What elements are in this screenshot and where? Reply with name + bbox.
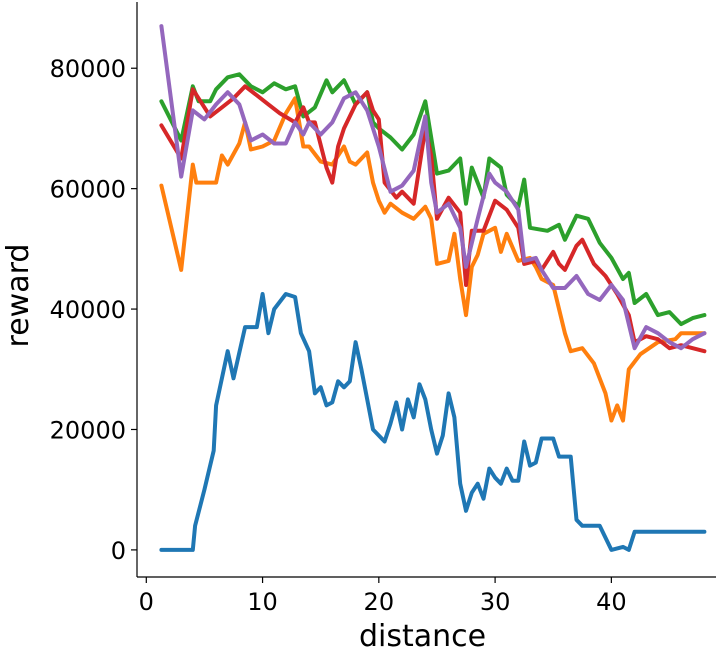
y-tick-label: 40000 [50,296,126,324]
x-axis-label: distance [359,619,486,653]
y-tick-label: 60000 [50,176,126,204]
series-line-1 [159,292,707,552]
x-tick-label: 40 [596,588,627,616]
y-axis-label: reward [1,244,36,348]
x-tick-label: 20 [364,588,395,616]
y-ticks: 0 20000 40000 60000 80000 [50,55,137,565]
y-tick-label: 80000 [50,55,126,83]
x-tick-label: 0 [139,588,154,616]
series-layer [159,24,707,552]
series-line-2 [159,96,707,423]
x-tick-label: 30 [480,588,511,616]
y-tick-label: 20000 [50,416,126,444]
x-tick-label: 10 [247,588,278,616]
y-tick-label: 0 [111,537,126,565]
series-line-3 [159,72,707,327]
x-ticks: 0 10 20 30 40 [139,577,627,616]
series-line-5 [159,24,707,351]
